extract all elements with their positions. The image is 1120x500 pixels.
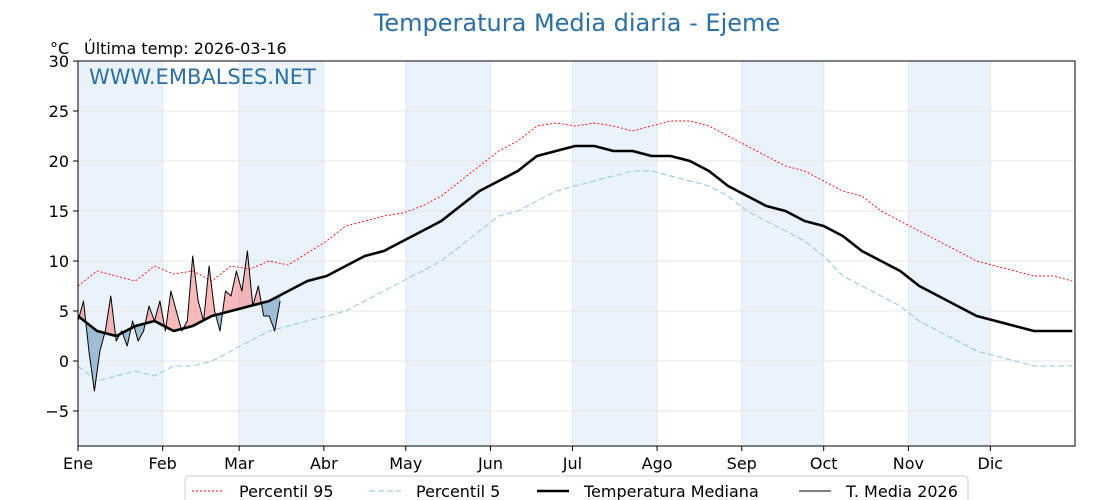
series-line-median — [77, 144, 1073, 338]
x-tick-label: Ago — [642, 454, 673, 473]
x-tick-label: Nov — [893, 454, 924, 473]
x-tick-label: Abr — [310, 454, 338, 473]
legend-box — [184, 475, 969, 500]
legend-label-median: Temperatura Mediana — [583, 482, 759, 500]
legend-label-p5: Percentil 5 — [416, 482, 500, 500]
y-tick-label: 0 — [59, 352, 69, 371]
y-tick-label: −5 — [45, 402, 69, 421]
y-tick-label: 5 — [59, 302, 69, 321]
month-band — [741, 61, 824, 446]
unit-label: °C — [50, 39, 69, 58]
y-tick-label: 20 — [49, 152, 69, 171]
anomaly-fill — [263, 301, 270, 316]
x-tick-label: May — [389, 454, 422, 473]
plot-frame — [77, 60, 1076, 447]
series-lines — [77, 120, 1073, 392]
x-axis: Ene Feb Mar Abr May Jun Jul Ago Sep Oct Nov Dic — [63, 446, 1003, 473]
anomaly-fill — [230, 271, 237, 311]
chart-title: Temperatura Media diaria - Ejeme — [373, 9, 780, 37]
month-bands — [78, 61, 991, 446]
legend: Percentil 95 Percentil 5 Temperatura Med… — [184, 475, 969, 500]
anomaly-fill — [192, 256, 199, 326]
anomaly-fill — [241, 251, 248, 309]
anomaly-fill — [94, 328, 100, 391]
anomaly-fill — [225, 291, 231, 313]
y-tick-label: 10 — [49, 252, 69, 271]
anomaly-fill — [170, 291, 177, 331]
y-tick-label: 15 — [49, 202, 69, 221]
month-band — [572, 61, 658, 446]
anomaly-fill — [138, 323, 144, 341]
x-tick-label: Sep — [727, 454, 757, 473]
y-axis: −5 0 5 10 15 20 25 30 — [45, 52, 78, 421]
series-line-p95 — [77, 120, 1073, 287]
legend-label-p95: Percentil 95 — [239, 482, 334, 500]
month-band — [405, 61, 491, 446]
series-line-p5 — [77, 170, 1073, 382]
y-tick-label: 25 — [49, 102, 69, 121]
anomaly-fill — [88, 324, 95, 391]
last-temp-label: Última temp: 2026-03-16 — [84, 39, 287, 58]
watermark: WWW.EMBALSES.NET — [89, 65, 316, 89]
month-band — [908, 61, 991, 446]
x-tick-label: Dic — [978, 454, 1004, 473]
x-tick-label: Oct — [810, 454, 838, 473]
x-tick-label: Jul — [562, 454, 582, 473]
anomaly-fill — [236, 271, 242, 310]
month-band — [78, 61, 163, 446]
x-tick-label: Jun — [477, 454, 503, 473]
legend-label-current: T. Media 2026 — [845, 482, 958, 500]
x-tick-label: Feb — [149, 454, 177, 473]
x-tick-label: Mar — [224, 454, 255, 473]
y-tick-label: 30 — [49, 52, 69, 71]
anomaly-fill — [269, 298, 275, 331]
month-band — [239, 61, 324, 446]
series-line-current — [77, 250, 281, 392]
x-tick-label: Ene — [63, 454, 93, 473]
